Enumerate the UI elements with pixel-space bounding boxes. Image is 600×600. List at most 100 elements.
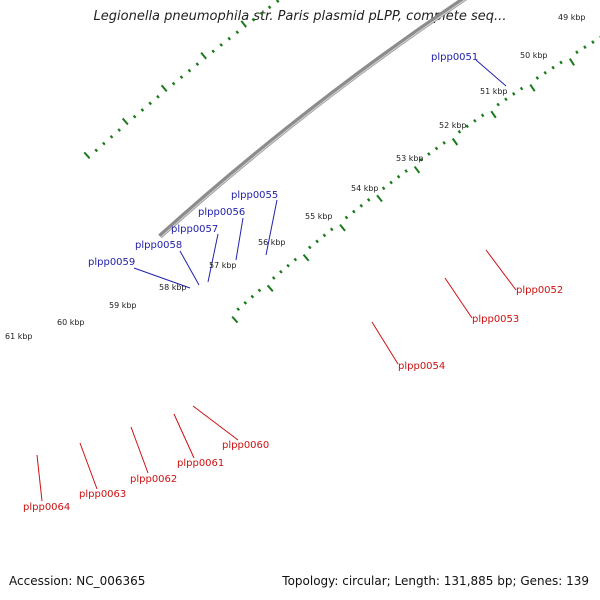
leader-plpp0056 [235, 217, 244, 261]
locus-label-plpp0063: plpp0063 [79, 489, 126, 500]
inner-tick [286, 263, 290, 268]
locus-label-plpp0060: plpp0060 [222, 440, 269, 451]
locus-label-plpp0052: plpp0052 [516, 285, 563, 296]
locus-label-plpp0061: plpp0061 [177, 458, 224, 469]
locus-label-plpp0053: plpp0053 [472, 314, 519, 325]
leader-plpp0057 [207, 233, 219, 283]
outer-tick [156, 94, 160, 99]
locus-label-plpp0056: plpp0056 [198, 207, 245, 218]
tick-label-53kbp: 53 kbp [396, 154, 424, 163]
outer-tick [227, 36, 232, 41]
tick-label-55kbp: 55 kbp [305, 212, 333, 221]
outer-tick [200, 52, 207, 60]
tick-label-57kbp: 57 kbp [209, 261, 237, 270]
plasmid-backbone [158, 0, 468, 239]
tick-label-49kbp: 49 kbp [558, 13, 586, 22]
leader-plpp0054 [371, 321, 399, 365]
inner-tick [250, 294, 255, 299]
inner-tick [543, 70, 547, 75]
outer-tick [117, 128, 122, 132]
tick-label-50kbp: 50 kbp [520, 51, 548, 60]
forward-locus-labels: plpp0051 plpp0055 plpp0056 plpp0057 plpp… [88, 52, 478, 268]
inner-tick [559, 60, 563, 65]
accession-text: Accession: NC_006365 [9, 574, 146, 588]
outer-tick [102, 141, 106, 146]
topology-text: Topology: circular; Length: 131,885 bp; … [282, 574, 589, 588]
locus-label-plpp0054: plpp0054 [398, 361, 445, 372]
inner-tick [442, 140, 446, 145]
inner-tick [427, 152, 431, 156]
inner-tick [376, 194, 383, 203]
outer-tick [121, 117, 129, 126]
outer-tick [240, 20, 248, 28]
inner-tick [511, 92, 516, 96]
outer-tick [195, 62, 200, 67]
outer-tick [235, 30, 240, 35]
leader-plpp0058 [179, 250, 200, 286]
inner-tick [404, 169, 408, 173]
inner-tick [583, 45, 587, 50]
leader-plpp0062 [130, 426, 149, 474]
outer-tick [259, 11, 264, 16]
leader-plpp0064 [36, 454, 43, 502]
inner-tick [575, 50, 579, 55]
outer-tick [211, 49, 216, 54]
outer-tick [109, 134, 114, 139]
outer-tick [267, 5, 272, 10]
locus-label-plpp0051: plpp0051 [431, 52, 478, 63]
inner-tick [381, 186, 386, 191]
tick-labels: 49 kbp 50 kbp 51 kbp 52 kbp 53 kbp 54 kb… [5, 13, 586, 341]
tick-label-61kbp: 61 kbp [5, 332, 33, 341]
inner-tick [231, 315, 239, 324]
locus-label-plpp0055: plpp0055 [231, 190, 278, 201]
inner-tick [236, 307, 241, 312]
leader-plpp0063 [79, 442, 98, 490]
outer-tick [171, 81, 176, 86]
leader-plpp0055 [265, 199, 278, 256]
locus-label-plpp0062: plpp0062 [130, 474, 177, 485]
inner-tick [591, 40, 595, 44]
tick-label-59kbp: 59 kbp [109, 301, 137, 310]
inner-tick [490, 110, 497, 119]
locus-label-plpp0059: plpp0059 [88, 257, 135, 268]
leader-plpp0053 [444, 277, 473, 319]
inner-tick [396, 174, 401, 179]
outer-tick [140, 108, 145, 112]
inner-tick [271, 276, 276, 280]
label-leader-lines [36, 59, 517, 502]
tick-label-51kbp: 51 kbp [480, 87, 508, 96]
inner-tick [322, 233, 327, 238]
inner-tick [568, 58, 575, 66]
inner-tick [308, 245, 312, 250]
inner-tick [352, 209, 356, 214]
inner-tick [279, 269, 283, 274]
inner-tick [519, 86, 524, 91]
inner-tick [496, 102, 500, 107]
outer-tick [275, 0, 280, 3]
map-title: Legionella pneumophila str. Paris plasmi… [93, 9, 507, 24]
leader-plpp0059 [133, 267, 191, 289]
inner-tick [329, 227, 334, 232]
locus-label-plpp0057: plpp0057 [171, 224, 218, 235]
leader-plpp0060 [192, 405, 239, 441]
outer-tick [179, 75, 184, 79]
tick-label-56kbp: 56 kbp [258, 238, 286, 247]
inner-tick [465, 124, 469, 129]
inner-tick [302, 253, 310, 262]
outer-tick [83, 151, 91, 159]
inner-tick [457, 129, 462, 134]
outer-tick [148, 101, 152, 106]
inner-tick-ring [231, 35, 600, 324]
inner-tick [389, 180, 393, 185]
inner-tick [315, 239, 319, 244]
inner-tick [529, 83, 536, 92]
inner-tick [344, 215, 349, 220]
inner-tick [419, 157, 424, 162]
inner-tick [504, 97, 508, 102]
outer-tick [132, 114, 137, 119]
leader-plpp0051 [475, 59, 507, 87]
tick-label-60kbp: 60 kbp [57, 318, 85, 327]
inner-tick [480, 113, 485, 118]
outer-tick [219, 43, 223, 47]
